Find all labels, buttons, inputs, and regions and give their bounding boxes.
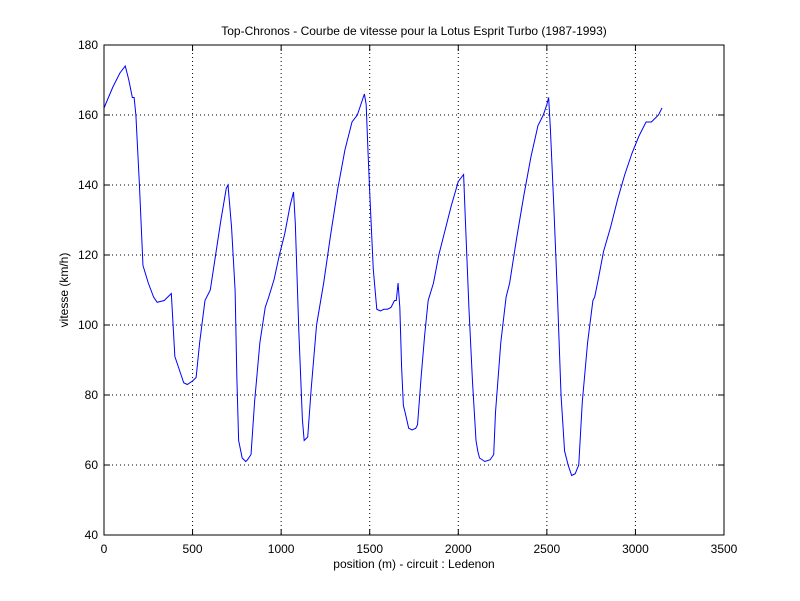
y-tick-label: 40 xyxy=(85,528,99,542)
axis-ticks: 0 500 1000 1500 2000 2500 3000 3500 40 60 80 100 120… xyxy=(78,38,738,556)
y-axis-label: vitesse (km/h) xyxy=(57,253,71,328)
x-tick-label: 0 xyxy=(101,542,108,556)
x-tick-label: 3500 xyxy=(711,542,738,556)
plot-frame xyxy=(103,44,725,536)
y-tick-label: 160 xyxy=(78,108,98,122)
y-tick-label: 140 xyxy=(78,178,98,192)
x-tick-label: 1500 xyxy=(356,542,383,556)
x-tick-label: 1000 xyxy=(268,542,295,556)
x-tick-label: 2000 xyxy=(445,542,472,556)
x-axis-label: position (m) - circuit : Ledenon xyxy=(333,557,494,571)
y-tick-label: 100 xyxy=(78,318,98,332)
speed-series-line xyxy=(103,64,663,477)
x-tick-label: 500 xyxy=(183,542,203,556)
y-tick-label: 60 xyxy=(85,458,99,472)
x-tick-label: 2500 xyxy=(534,542,561,556)
x-tick-label: 3000 xyxy=(622,542,649,556)
y-tick-label: 80 xyxy=(85,388,99,402)
plot-area xyxy=(104,45,724,535)
y-tick-label: 180 xyxy=(78,38,98,52)
y-tick-label: 120 xyxy=(78,248,98,262)
grid-lines xyxy=(104,45,724,535)
chart-title: Top-Chronos - Courbe de vitesse pour la … xyxy=(221,24,607,38)
